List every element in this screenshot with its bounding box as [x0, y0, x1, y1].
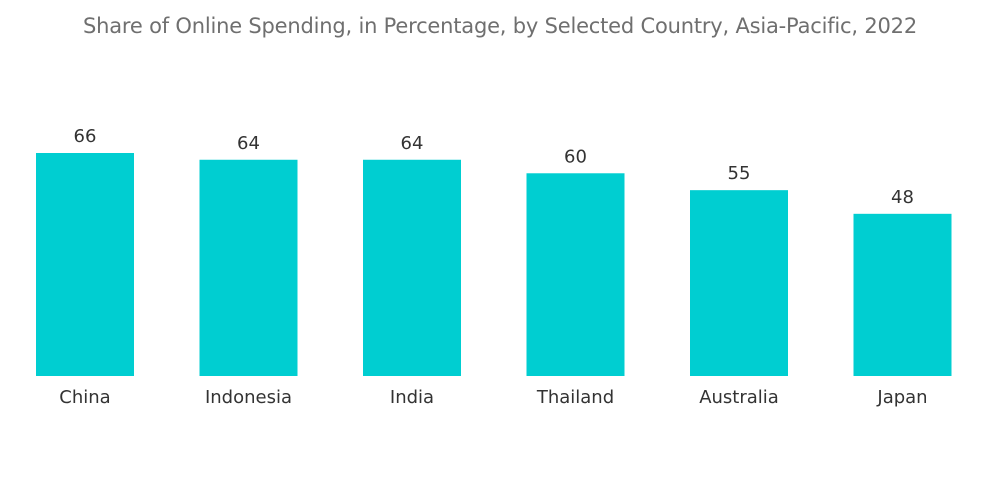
category-label-indonesia: Indonesia — [205, 387, 292, 408]
value-labels-group: 66 64 64 60 55 48 — [74, 126, 914, 208]
bar-australia — [690, 190, 788, 376]
chart-title: Share of Online Spending, in Percentage,… — [83, 14, 917, 38]
bar-india — [363, 159, 461, 376]
category-label-india: India — [390, 387, 434, 408]
value-label-indonesia: 64 — [237, 133, 260, 154]
category-label-thailand: Thailand — [536, 387, 614, 408]
bar-thailand — [526, 173, 625, 376]
category-label-china: China — [59, 387, 110, 408]
value-label-china: 66 — [74, 126, 97, 147]
category-label-australia: Australia — [699, 387, 779, 408]
category-label-japan: Japan — [876, 387, 927, 408]
bar-japan — [853, 213, 952, 376]
bar-china — [36, 153, 134, 376]
value-label-japan: 48 — [891, 187, 914, 208]
category-labels-group: China Indonesia India Thailand Australia Japa… — [59, 387, 927, 408]
value-label-thailand: 60 — [564, 146, 587, 167]
bar-indonesia — [199, 159, 298, 376]
value-label-australia: 55 — [728, 163, 751, 184]
value-label-india: 64 — [401, 133, 424, 154]
bars-group — [36, 153, 952, 376]
